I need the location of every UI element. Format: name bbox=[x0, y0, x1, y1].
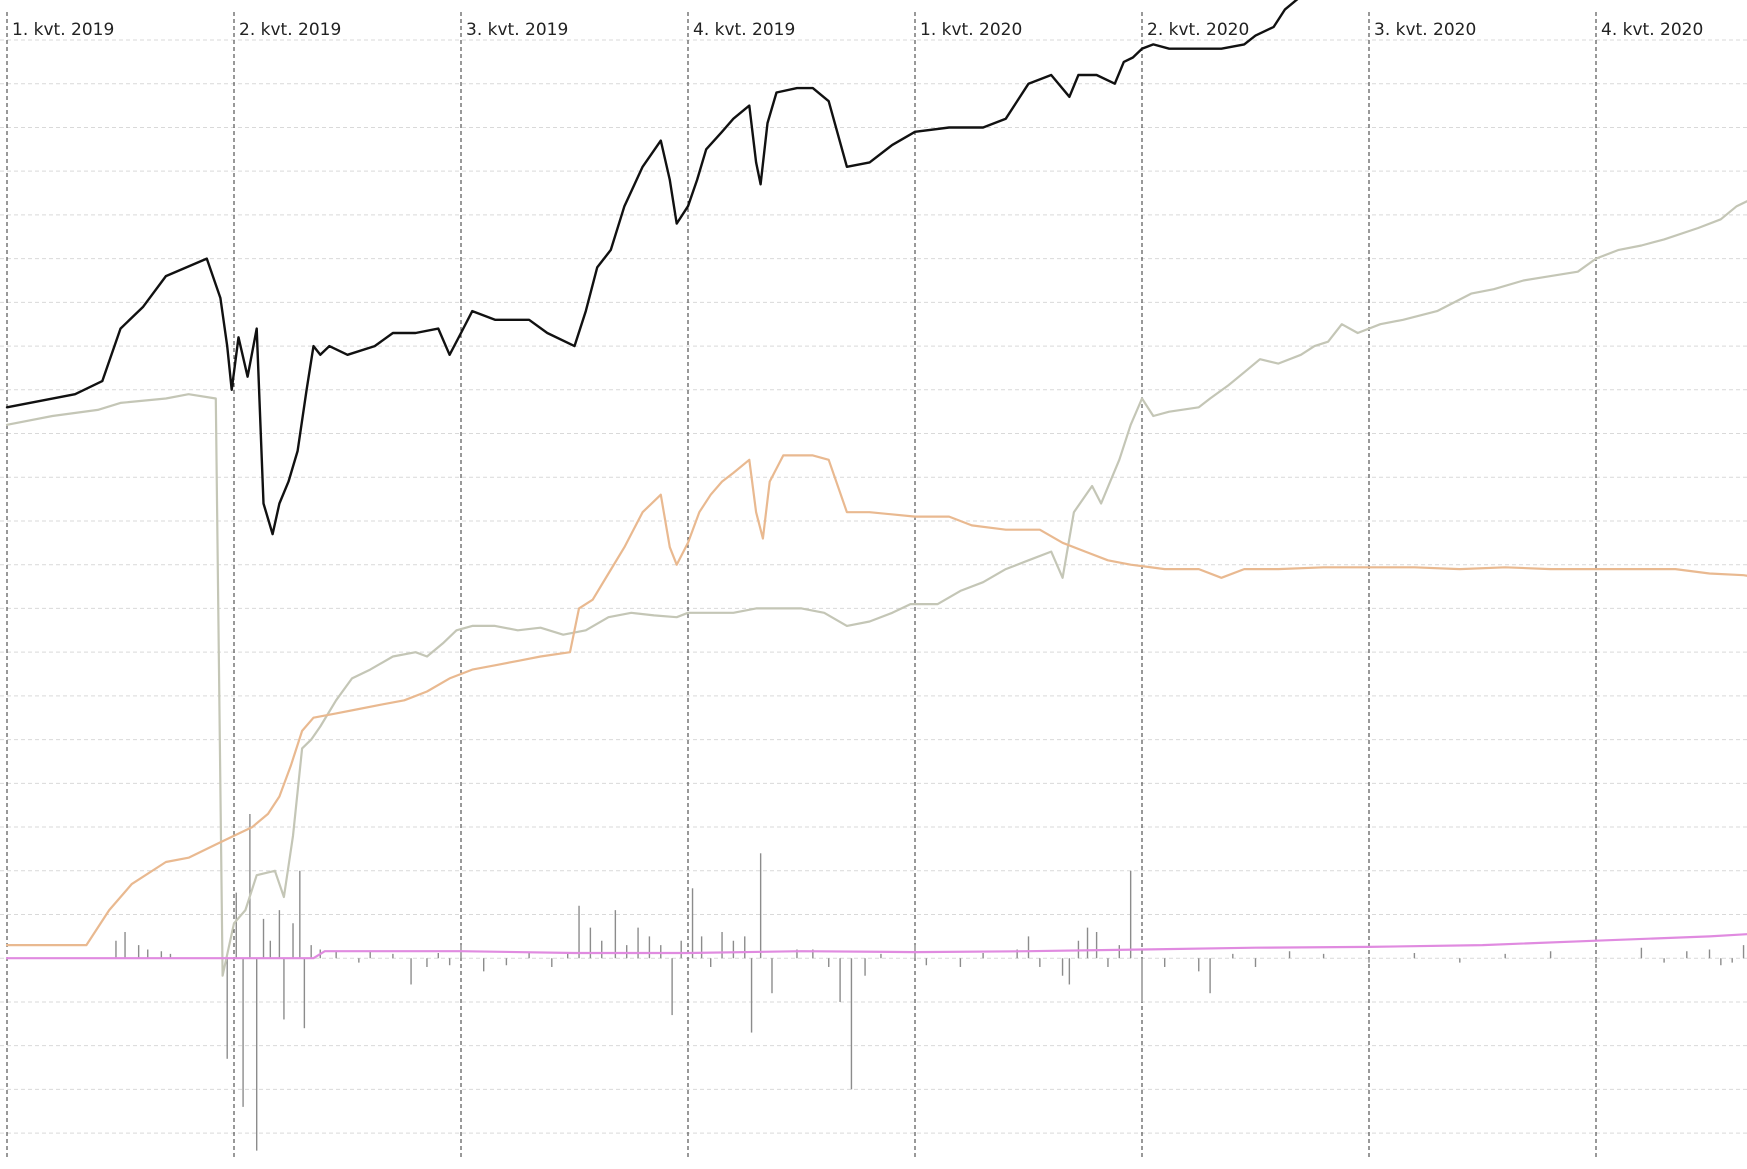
quarter-label: 2. kvt. 2019 bbox=[239, 20, 341, 40]
quarter-label: 4. kvt. 2020 bbox=[1601, 20, 1703, 40]
quarter-label: 3. kvt. 2020 bbox=[1374, 20, 1476, 40]
series-line-pink bbox=[5, 933, 1747, 960]
quarter-label: 1. kvt. 2020 bbox=[920, 20, 1022, 40]
quarter-label: 2. kvt. 2020 bbox=[1147, 20, 1249, 40]
quarter-dividers bbox=[6, 12, 1597, 1160]
quarter-labels: 1. kvt. 2019 2. kvt. 2019 3. kvt. 2019 4. k… bbox=[12, 20, 1703, 40]
quarter-label: 3. kvt. 2019 bbox=[466, 20, 568, 40]
series-line-grey bbox=[5, 199, 1747, 977]
series-line-orange bbox=[5, 454, 1747, 947]
horizontal-gridlines bbox=[0, 39, 1747, 1134]
bar-series bbox=[115, 813, 1745, 1151]
quarter-label: 1. kvt. 2019 bbox=[12, 20, 114, 40]
series-line-black bbox=[5, 0, 1299, 536]
line-series bbox=[5, 0, 1747, 977]
quarter-label: 4. kvt. 2019 bbox=[693, 20, 795, 40]
